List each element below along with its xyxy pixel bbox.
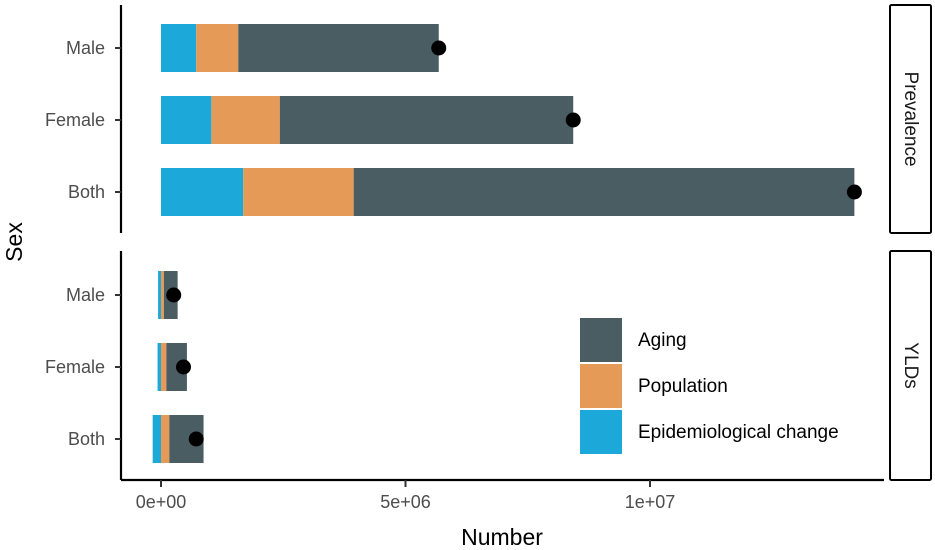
x-tick-label: 5e+06 bbox=[380, 492, 431, 512]
net-change-point bbox=[175, 359, 191, 375]
x-axis-title: Number bbox=[461, 524, 543, 550]
legend-key bbox=[580, 410, 622, 454]
x-tick-label: 0e+00 bbox=[136, 492, 187, 512]
x-axis: 0e+00 5e+06 1e+07 bbox=[121, 478, 884, 512]
panel-prevalence: Male Female Both Prevalence bbox=[45, 4, 932, 234]
bar-population bbox=[161, 271, 164, 319]
legend-key bbox=[580, 364, 622, 408]
x-tick-label: 1e+07 bbox=[625, 492, 676, 512]
bar-epidemiological-change bbox=[161, 24, 197, 72]
facet-strip bbox=[889, 4, 932, 234]
y-tick-label: Both bbox=[68, 182, 105, 202]
bar-population bbox=[196, 24, 239, 72]
y-axis-title: Sex bbox=[1, 222, 27, 262]
bar-population bbox=[211, 96, 280, 144]
y-tick-label: Male bbox=[66, 38, 105, 58]
legend: Aging Population Epidemiological change bbox=[580, 318, 839, 454]
net-change-point bbox=[431, 40, 447, 56]
chart-panels: Male Female Both Prevalence Male Female Both YL… bbox=[45, 4, 932, 481]
bar-epidemiological-change bbox=[161, 96, 212, 144]
bar-aging bbox=[353, 168, 855, 216]
net-change-point bbox=[188, 431, 204, 447]
bar-epidemiological-change bbox=[152, 415, 161, 463]
panel-ylds: Male Female Both YLDs bbox=[45, 250, 932, 481]
facet-label: YLDs bbox=[900, 342, 921, 388]
y-tick-label: Female bbox=[45, 357, 105, 377]
net-change-point bbox=[565, 112, 581, 128]
legend-label: Aging bbox=[638, 330, 687, 351]
bar-aging bbox=[238, 24, 439, 72]
facet-strip bbox=[889, 250, 932, 481]
bar-epidemiological-change bbox=[157, 343, 161, 391]
bar-aging bbox=[279, 96, 574, 144]
bar-epidemiological-change bbox=[158, 271, 161, 319]
bar-population bbox=[243, 168, 354, 216]
legend-key bbox=[580, 318, 622, 362]
bar-population bbox=[161, 343, 167, 391]
y-tick-label: Both bbox=[68, 429, 105, 449]
bar-epidemiological-change bbox=[161, 168, 244, 216]
bar-population bbox=[161, 415, 170, 463]
y-tick-label: Male bbox=[66, 285, 105, 305]
facet-label: Prevalence bbox=[900, 71, 921, 166]
y-tick-label: Female bbox=[45, 110, 105, 130]
net-change-point bbox=[846, 184, 862, 200]
legend-label: Population bbox=[638, 376, 728, 397]
net-change-point bbox=[166, 287, 182, 303]
legend-label: Epidemiological change bbox=[638, 422, 839, 443]
